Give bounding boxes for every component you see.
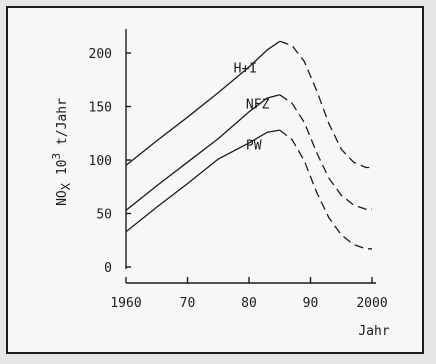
series-labels: H+I NFZ PW	[234, 61, 270, 153]
x-tick-label: 90	[303, 296, 319, 311]
y-tick-label: 200	[89, 47, 112, 62]
series-line-h-i	[125, 40, 281, 166]
axes	[125, 29, 376, 284]
x-tick-label: 70	[180, 296, 196, 311]
series-label: H+I	[234, 61, 257, 76]
x-tick-label: 1960	[110, 296, 141, 311]
series-line-nfz	[125, 94, 280, 211]
series-projection-h-i	[279, 40, 372, 169]
x-tick-label: 80	[241, 296, 257, 311]
y-tick-label: 0	[104, 261, 112, 276]
series-label: PW	[246, 138, 262, 153]
y-axis-label: NOX 103 t/Jahr	[50, 98, 73, 206]
series-label: NFZ	[246, 98, 270, 113]
series-lines	[125, 40, 372, 250]
chart-panel	[6, 6, 424, 354]
y-tick-label: 100	[89, 154, 112, 169]
x-tick-label: 2000	[356, 296, 387, 311]
x-axis-label: Jahr	[358, 324, 389, 339]
x-ticks: 1960 70 80 90 2000	[110, 277, 388, 311]
series-projection-pw	[279, 129, 372, 250]
y-ticks: 0 50 100 150 200	[89, 47, 131, 276]
series-line-pw	[125, 129, 280, 233]
y-tick-label: 50	[96, 208, 112, 223]
y-tick-label: 150	[89, 101, 112, 116]
series-projection-nfz	[279, 94, 372, 210]
